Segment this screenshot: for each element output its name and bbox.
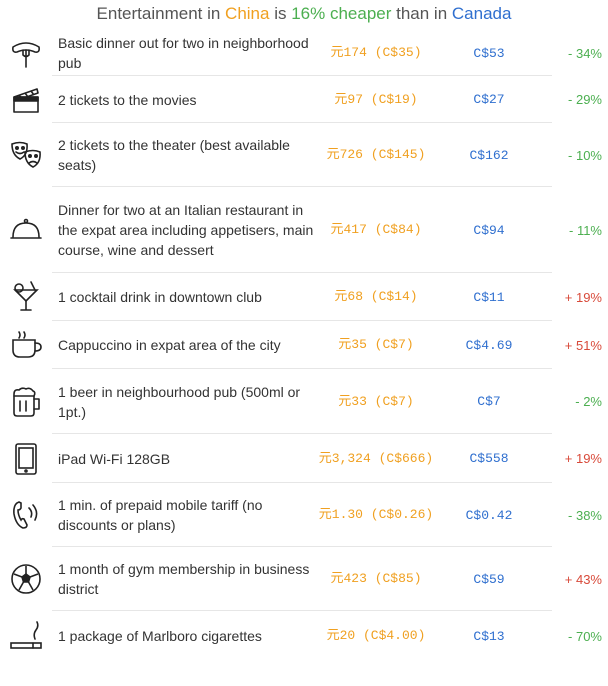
list-item: Dinner for two at an Italian restaurant … xyxy=(0,187,608,273)
title-country-china: China xyxy=(225,4,270,23)
price-canada: C$11 xyxy=(473,289,505,305)
price-list: Basic dinner out for two in neighborhood… xyxy=(0,30,608,661)
phone-handset-icon xyxy=(0,498,52,532)
price-difference: + 51% xyxy=(564,337,602,353)
theater-masks-icon xyxy=(0,138,52,172)
price-difference: - 29% xyxy=(568,92,602,107)
item-label: 1 min. of prepaid mobile tariff (no disc… xyxy=(58,497,263,533)
price-difference: + 19% xyxy=(564,289,602,305)
price-difference: - 10% xyxy=(568,147,602,163)
price-china: 元20 (C$4.00) xyxy=(326,628,426,643)
title-mid2: than in xyxy=(391,4,452,23)
page-title: Entertainment in China is 16% cheaper th… xyxy=(0,0,608,30)
list-item: Basic dinner out for two in neighborhood… xyxy=(0,30,608,76)
item-label: Basic dinner out for two in neighborhood… xyxy=(58,35,309,71)
item-label: 2 tickets to the movies xyxy=(58,91,197,108)
price-canada: C$7 xyxy=(477,394,501,409)
list-item: 1 cocktail drink in downtown club 元68 (C… xyxy=(0,273,608,321)
item-label: 1 beer in neighbourhood pub (500ml or 1p… xyxy=(58,383,301,420)
title-country-canada: Canada xyxy=(451,4,512,23)
list-item: 2 tickets to the movies 元97 (C$19) C$27 … xyxy=(0,76,608,123)
price-difference: - 34% xyxy=(568,45,602,61)
cocktail-icon xyxy=(0,280,52,314)
price-canada: C$558 xyxy=(469,451,509,466)
price-china: 元3,324 (C$666) xyxy=(318,450,434,466)
title-mid1: is xyxy=(269,4,292,23)
item-label: 1 month of gym membership in business di… xyxy=(58,561,310,597)
price-canada: C$27 xyxy=(473,92,505,107)
sausage-fork-icon xyxy=(0,36,52,70)
item-label: 2 tickets to the theater (best available… xyxy=(58,137,290,173)
price-canada: C$53 xyxy=(473,45,505,61)
price-china: 元726 (C$145) xyxy=(326,147,426,162)
price-difference: - 2% xyxy=(575,394,602,409)
list-item: Cappuccino in expat area of the city 元35… xyxy=(0,321,608,369)
list-item: iPad Wi-Fi 128GB 元3,324 (C$666) C$558 + … xyxy=(0,434,608,483)
price-difference: + 43% xyxy=(564,571,602,587)
price-china: 元68 (C$14) xyxy=(334,289,418,304)
list-item: 1 min. of prepaid mobile tariff (no disc… xyxy=(0,483,608,547)
cloche-icon xyxy=(0,213,52,247)
price-china: 元97 (C$19) xyxy=(334,91,418,107)
price-canada: C$162 xyxy=(469,147,509,163)
title-prefix: Entertainment in xyxy=(96,4,226,23)
price-difference: - 38% xyxy=(568,507,602,523)
price-china: 元33 (C$7) xyxy=(338,393,414,409)
clapperboard-icon xyxy=(0,83,52,117)
beer-mug-icon xyxy=(0,385,52,419)
price-canada: C$59 xyxy=(473,571,505,587)
price-china: 元174 (C$35) xyxy=(330,45,422,60)
list-item: 2 tickets to the theater (best available… xyxy=(0,123,608,187)
price-canada: C$94 xyxy=(473,222,505,238)
price-canada: C$4.69 xyxy=(465,337,513,353)
coffee-cup-icon xyxy=(0,328,52,362)
list-item: 1 package of Marlboro cigarettes 元20 (C$… xyxy=(0,611,608,661)
price-difference: - 70% xyxy=(568,628,602,644)
item-label: Cappuccino in expat area of the city xyxy=(58,337,281,353)
price-china: 元1.30 (C$0.26) xyxy=(318,507,434,522)
price-china: 元417 (C$84) xyxy=(330,222,422,237)
price-china: 元35 (C$7) xyxy=(338,337,414,352)
tablet-icon xyxy=(0,442,52,476)
price-difference: + 19% xyxy=(564,451,602,466)
price-difference: - 11% xyxy=(569,222,602,238)
title-percent: 16% cheaper xyxy=(291,4,392,23)
item-label: 1 cocktail drink in downtown club xyxy=(58,289,262,305)
list-item: 1 month of gym membership in business di… xyxy=(0,547,608,611)
price-china: 元423 (C$85) xyxy=(330,571,422,586)
price-canada: C$0.42 xyxy=(465,507,513,523)
list-item: 1 beer in neighbourhood pub (500ml or 1p… xyxy=(0,369,608,434)
item-label: iPad Wi-Fi 128GB xyxy=(58,450,171,467)
item-label: Dinner for two at an Italian restaurant … xyxy=(58,202,314,258)
item-label: 1 package of Marlboro cigarettes xyxy=(58,628,262,644)
soccer-ball-icon xyxy=(0,562,52,596)
price-canada: C$13 xyxy=(473,628,505,644)
cigarette-icon xyxy=(0,619,52,653)
